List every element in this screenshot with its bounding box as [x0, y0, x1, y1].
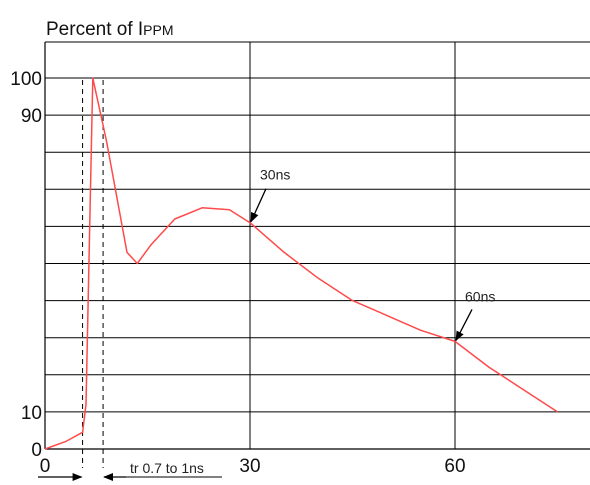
y-tick-label-10: 10 — [21, 403, 42, 424]
x-tick-label-60: 60 — [444, 456, 465, 477]
x-tick-labels: 0 30 60 — [40, 456, 466, 477]
reference-lines — [82, 80, 104, 468]
annotations: 30ns 60ns tr 0.7 to 1ns — [38, 167, 495, 481]
y-tick-label-0: 0 — [31, 440, 42, 461]
y-tick-label-90: 90 — [21, 106, 42, 127]
y-tick-labels: 0 10 90 100 — [10, 69, 42, 461]
annotation-60ns-label: 60ns — [465, 288, 495, 304]
chart-title-subscript: PPM — [143, 22, 173, 38]
annotation-30ns-label: 30ns — [260, 167, 290, 183]
grid — [45, 41, 590, 449]
series-group — [44, 77, 558, 450]
annotation-30ns-arrow — [250, 188, 267, 223]
annotation-60ns-arrow — [455, 309, 473, 342]
rise-time-label: tr 0.7 to 1ns — [130, 460, 204, 476]
chart-title: Percent of IPPM — [46, 19, 174, 40]
axes — [44, 42, 590, 450]
series-line — [44, 77, 558, 450]
x-tick-label-30: 30 — [239, 456, 260, 477]
chart-title-main: Percent of I — [46, 19, 143, 40]
y-tick-label-100: 100 — [10, 69, 42, 90]
x-tick-label-0: 0 — [40, 456, 51, 477]
